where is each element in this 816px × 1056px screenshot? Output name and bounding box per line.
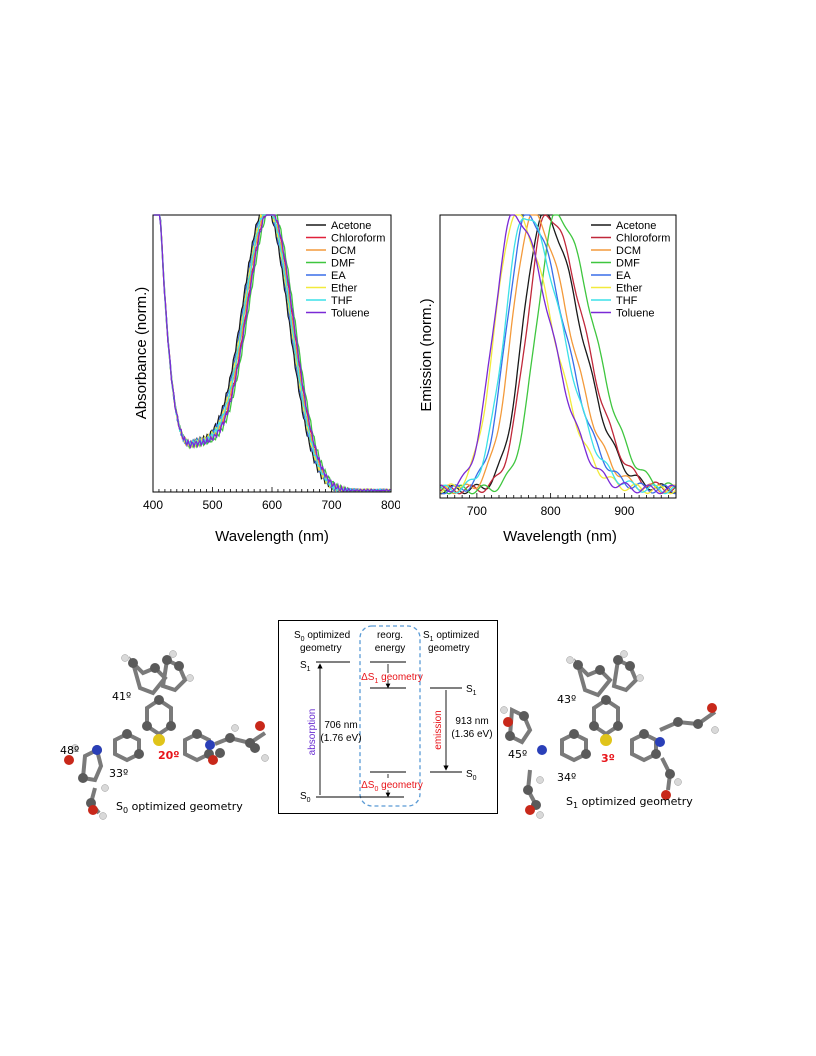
- emission-label: emission: [433, 710, 444, 749]
- s0-level-right-label: S0: [466, 769, 477, 782]
- absorption-ev: (1.76 eV): [320, 733, 361, 744]
- s0-caption: S0 optimized geometry: [116, 800, 243, 816]
- emission-ev: (1.36 eV): [451, 729, 492, 740]
- absorbance-y-axis-label: Absorbance (norm.): [133, 287, 150, 420]
- s0-angle-top: 41º: [112, 690, 132, 703]
- legend-label: Ether: [331, 283, 358, 295]
- legend-label: Acetone: [331, 220, 371, 232]
- x-tick-label: 600: [262, 498, 282, 512]
- x-tick-label: 900: [614, 504, 634, 518]
- absorption-nm: 706 nm: [324, 720, 357, 731]
- legend-label: Acetone: [616, 220, 656, 232]
- s0-header-line2: geometry: [300, 643, 342, 654]
- absorption-label: absorption: [307, 709, 318, 756]
- absorbance-series-lines: [153, 213, 391, 493]
- s0-angle-left: 48º: [60, 744, 80, 757]
- absorbance-x-axis-label: Wavelength (nm): [215, 528, 329, 545]
- reorg-label-line2: energy: [375, 643, 406, 654]
- delta-s1-label: ΔS1 geometry: [361, 672, 423, 685]
- s1-angle-bottom: 34º: [557, 771, 577, 784]
- x-tick-label: 700: [321, 498, 341, 512]
- emission-chart: 700 800 900 AcetoneChloroformDCMDMFEAEther…: [418, 214, 677, 545]
- legend-label: EA: [616, 270, 631, 282]
- legend-label: DMF: [331, 258, 355, 270]
- series-line-dmf: [440, 214, 676, 495]
- x-tick-label: 400: [143, 498, 163, 512]
- x-tick-label: 800: [381, 498, 400, 512]
- legend-label: Chloroform: [331, 233, 385, 245]
- legend-label: THF: [616, 295, 638, 307]
- s0-molecule-structure: [64, 650, 269, 820]
- absorbance-x-ticks: 400 500 600 700 800: [143, 487, 400, 512]
- s1-header-line2: geometry: [428, 643, 470, 654]
- s1-caption: S1 optimized geometry: [566, 795, 693, 811]
- series-line-chloroform: [440, 214, 676, 495]
- legend-label: EA: [331, 270, 346, 282]
- legend-label: DCM: [331, 245, 356, 257]
- x-tick-label: 700: [467, 504, 487, 518]
- legend-label: THF: [331, 295, 353, 307]
- emission-nm: 913 nm: [455, 716, 488, 727]
- s1-angle-top: 43º: [557, 693, 577, 706]
- absorbance-chart: 400 500 600 700 800 AcetoneChloroformDCMDMFE…: [133, 213, 400, 545]
- diagram-frame: [278, 620, 498, 814]
- emission-y-axis-label: Emission (norm.): [418, 298, 435, 411]
- reorg-label-line1: reorg.: [377, 630, 403, 641]
- legend-label: Chloroform: [616, 233, 670, 245]
- s0-header: S0 optimized: [294, 630, 350, 643]
- legend-label: DCM: [616, 245, 641, 257]
- s1-level-left-label: S1: [300, 660, 311, 673]
- series-line-toluene: [153, 214, 391, 492]
- s1-angle-red: 3º: [601, 752, 615, 765]
- emission-x-axis-label: Wavelength (nm): [503, 528, 617, 545]
- s1-molecule-structure: [500, 650, 719, 819]
- legend-label: DMF: [616, 258, 640, 270]
- legend-label: Ether: [616, 283, 643, 295]
- series-line-ea: [440, 214, 676, 495]
- s1-level-right-label: S1: [466, 684, 477, 697]
- reorg-dashed-box: [359, 625, 421, 807]
- energy-diagram: S0 optimized geometry reorg. energy S1 o…: [278, 620, 498, 814]
- emission-x-ticks: 700 800 900: [439, 493, 677, 518]
- s0-angle-bottom: 33º: [109, 767, 129, 780]
- series-line-toluene: [440, 214, 676, 495]
- series-line-thf: [440, 218, 676, 495]
- s0-level-left-label: S0: [300, 791, 311, 804]
- s1-angle-left: 45º: [508, 748, 528, 761]
- legend-label: Toluene: [331, 308, 370, 320]
- delta-s0-label: ΔS0 geometry: [361, 780, 423, 793]
- legend-label: Toluene: [616, 308, 655, 320]
- x-tick-label: 800: [541, 504, 561, 518]
- x-tick-label: 500: [202, 498, 222, 512]
- s1-header: S1 optimized: [423, 630, 479, 643]
- s0-angle-red: 20º: [158, 749, 180, 762]
- emission-series-lines: [440, 214, 676, 495]
